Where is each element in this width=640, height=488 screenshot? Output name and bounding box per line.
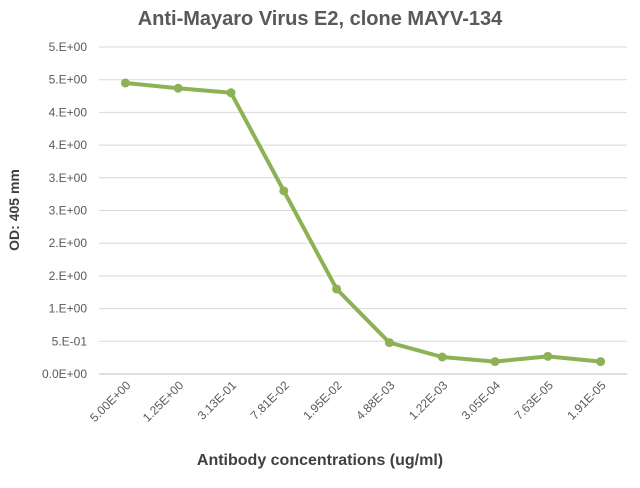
series-line xyxy=(123,80,603,364)
data-point xyxy=(226,88,236,98)
y-tick-label: 3.E+00 xyxy=(49,204,88,218)
x-tick-label: 5.00E+00 xyxy=(87,378,134,425)
x-tick-label: 3.13E-01 xyxy=(195,378,240,423)
x-tick-label: 3.05E-04 xyxy=(459,378,504,423)
y-tick-label: 2.E+00 xyxy=(49,269,88,283)
data-point xyxy=(173,83,183,93)
y-tick-label: 0.0E+00 xyxy=(42,367,87,381)
y-tick-label: 5.E+00 xyxy=(49,73,88,87)
y-tick-label: 3.E+00 xyxy=(49,171,88,185)
y-tick-label: 5.E-01 xyxy=(52,334,88,348)
x-tick-label: 1.22E-03 xyxy=(406,378,451,423)
x-tick-label: 1.91E-05 xyxy=(564,378,609,423)
x-tick-label: 1.95E-02 xyxy=(300,378,345,423)
data-point xyxy=(120,78,130,88)
y-tick-label: 5.E+00 xyxy=(49,40,88,54)
x-tick-label: 4.88E-03 xyxy=(353,378,398,423)
data-point xyxy=(279,186,289,196)
data-point xyxy=(437,352,447,362)
x-tick-label: 1.25E+00 xyxy=(140,378,187,425)
x-tick-label: 7.81E-02 xyxy=(248,378,293,423)
y-tick-label: 4.E+00 xyxy=(49,138,88,152)
y-tick-label: 1.E+00 xyxy=(49,302,88,316)
data-point xyxy=(332,284,342,294)
x-axis-label: Antibody concentrations (ug/ml) xyxy=(196,452,444,469)
x-tick-label: 7.63E-05 xyxy=(512,378,557,423)
y-tick-label: 2.E+00 xyxy=(49,236,88,250)
data-point xyxy=(543,351,553,361)
chart-title: Anti-Mayaro Virus E2, clone MAYV-134 xyxy=(137,8,503,30)
y-tick-label: 4.E+00 xyxy=(49,105,88,119)
data-point xyxy=(596,357,606,367)
data-point xyxy=(490,357,500,367)
data-point xyxy=(384,338,394,348)
